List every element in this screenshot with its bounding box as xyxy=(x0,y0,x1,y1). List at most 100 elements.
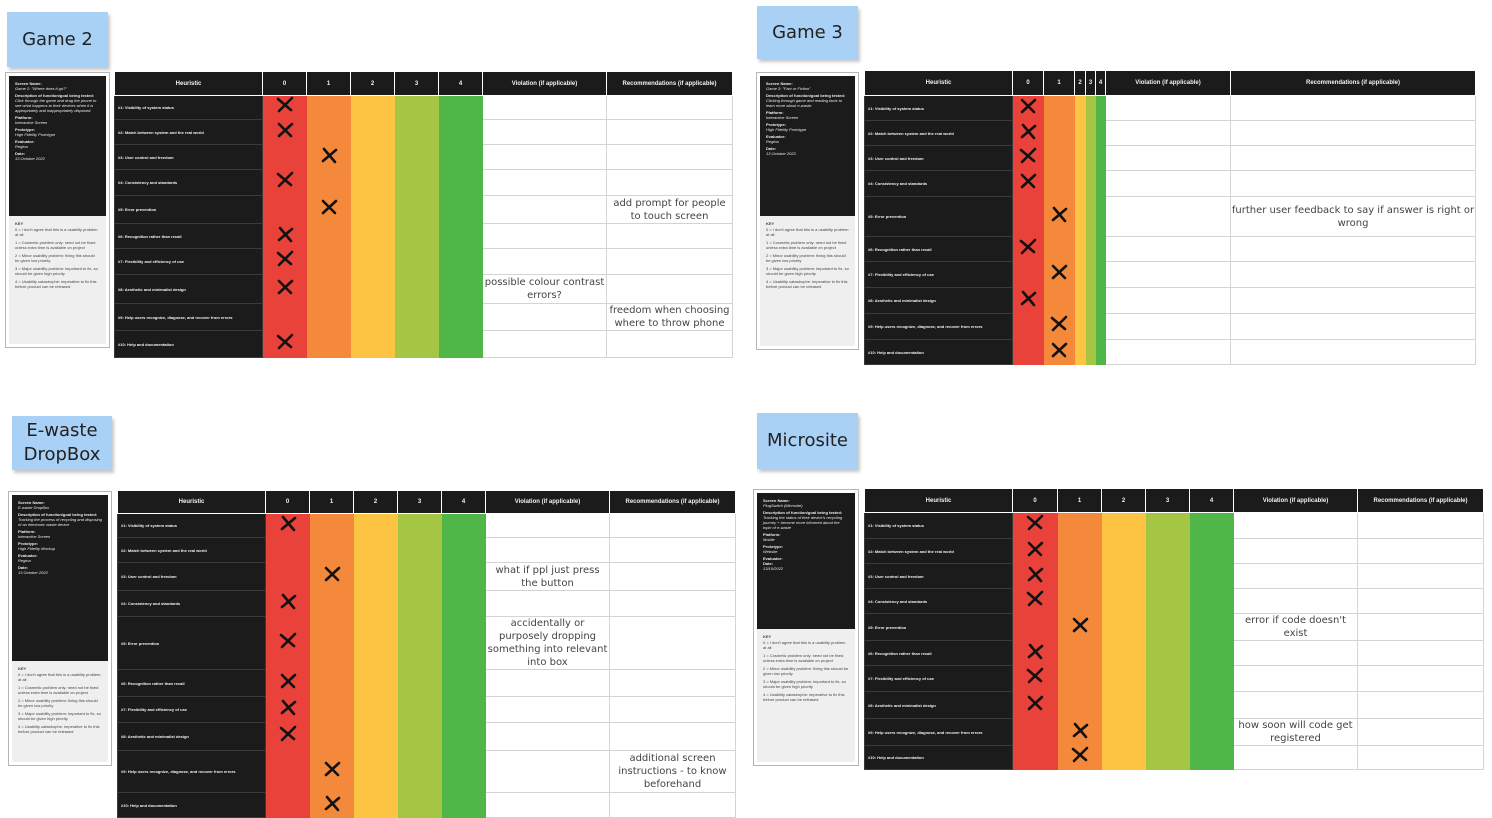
score-cell-4[interactable] xyxy=(1189,640,1234,666)
score-cell-3[interactable] xyxy=(1085,287,1096,314)
violation-cell[interactable] xyxy=(482,248,607,275)
score-cell-0[interactable] xyxy=(1012,640,1058,666)
board-title-microsite[interactable]: Microsite xyxy=(757,413,858,469)
violation-cell[interactable] xyxy=(485,669,610,697)
score-cell-3[interactable] xyxy=(1145,718,1190,746)
score-cell-0[interactable] xyxy=(262,95,307,120)
violation-cell[interactable]: error if code doesn't exist xyxy=(1233,613,1358,641)
violation-cell[interactable] xyxy=(485,590,610,617)
violation-cell[interactable] xyxy=(1105,313,1231,340)
violation-cell[interactable] xyxy=(482,144,607,170)
score-cell-2[interactable] xyxy=(1101,691,1146,719)
score-cell-3[interactable] xyxy=(1145,745,1190,770)
score-cell-3[interactable] xyxy=(1085,196,1096,237)
score-cell-2[interactable] xyxy=(350,330,395,358)
recommendation-cell[interactable] xyxy=(1230,313,1476,340)
violation-cell[interactable] xyxy=(1233,665,1358,692)
score-cell-4[interactable] xyxy=(438,144,483,170)
score-cell-3[interactable] xyxy=(394,274,439,304)
score-cell-2[interactable] xyxy=(1074,287,1086,314)
score-cell-1[interactable] xyxy=(306,248,351,275)
score-cell-0[interactable] xyxy=(1012,538,1058,564)
score-cell-1[interactable] xyxy=(1043,95,1075,121)
recommendation-cell[interactable] xyxy=(609,792,736,818)
score-cell-4[interactable] xyxy=(1095,287,1106,314)
score-cell-2[interactable] xyxy=(353,562,398,591)
score-cell-3[interactable] xyxy=(397,696,442,723)
score-cell-2[interactable] xyxy=(1074,95,1086,121)
score-cell-4[interactable] xyxy=(438,303,483,331)
recommendation-cell[interactable] xyxy=(1230,339,1476,365)
score-cell-3[interactable] xyxy=(394,144,439,170)
recommendation-cell[interactable] xyxy=(1357,563,1484,589)
score-cell-0[interactable] xyxy=(265,696,310,723)
recommendation-cell[interactable]: freedom when choosing where to throw pho… xyxy=(606,303,733,331)
score-cell-3[interactable] xyxy=(394,169,439,196)
score-cell-3[interactable] xyxy=(397,792,442,818)
score-cell-0[interactable] xyxy=(262,223,307,249)
score-cell-4[interactable] xyxy=(441,537,486,563)
score-cell-0[interactable] xyxy=(265,616,310,670)
score-cell-0[interactable] xyxy=(1012,665,1058,692)
board-title-e-waste-dropbox[interactable]: E-waste DropBox xyxy=(12,416,112,470)
score-cell-1[interactable] xyxy=(1057,613,1102,641)
score-cell-2[interactable] xyxy=(350,195,395,224)
score-cell-4[interactable] xyxy=(1189,512,1234,539)
score-cell-1[interactable] xyxy=(1043,339,1075,365)
recommendation-cell[interactable] xyxy=(1230,120,1476,146)
score-cell-4[interactable] xyxy=(438,95,483,120)
score-cell-3[interactable] xyxy=(1145,563,1190,589)
violation-cell[interactable] xyxy=(1105,196,1231,237)
score-cell-3[interactable] xyxy=(397,590,442,617)
score-cell-2[interactable] xyxy=(1074,236,1086,262)
score-cell-3[interactable] xyxy=(1085,95,1096,121)
violation-cell[interactable] xyxy=(1105,170,1231,197)
violation-cell[interactable]: accidentally or purposely dropping somet… xyxy=(485,616,610,670)
score-cell-2[interactable] xyxy=(353,590,398,617)
score-cell-0[interactable] xyxy=(262,119,307,145)
score-cell-3[interactable] xyxy=(394,95,439,120)
score-cell-1[interactable] xyxy=(309,513,354,538)
score-cell-1[interactable] xyxy=(1057,718,1102,746)
violation-cell[interactable] xyxy=(482,119,607,145)
recommendation-cell[interactable]: additional screen instructions - to know… xyxy=(609,750,736,793)
recommendation-cell[interactable] xyxy=(606,169,733,196)
score-cell-1[interactable] xyxy=(1043,261,1075,288)
score-cell-2[interactable] xyxy=(353,750,398,793)
score-cell-3[interactable] xyxy=(1085,313,1096,340)
score-cell-3[interactable] xyxy=(394,248,439,275)
score-cell-2[interactable] xyxy=(1074,170,1086,197)
score-cell-2[interactable] xyxy=(350,119,395,145)
score-cell-0[interactable] xyxy=(1012,236,1044,262)
score-cell-4[interactable] xyxy=(441,792,486,818)
recommendation-cell[interactable] xyxy=(609,669,736,697)
recommendation-cell[interactable] xyxy=(1230,261,1476,288)
violation-cell[interactable] xyxy=(1233,691,1358,719)
score-cell-3[interactable] xyxy=(397,669,442,697)
violation-cell[interactable] xyxy=(1233,588,1358,614)
recommendation-cell[interactable]: further user feedback to say if answer i… xyxy=(1230,196,1476,237)
score-cell-2[interactable] xyxy=(1074,339,1086,365)
score-cell-4[interactable] xyxy=(441,696,486,723)
violation-cell[interactable] xyxy=(485,696,610,723)
violation-cell[interactable] xyxy=(485,750,610,793)
score-cell-3[interactable] xyxy=(397,537,442,563)
score-cell-2[interactable] xyxy=(350,303,395,331)
score-cell-0[interactable] xyxy=(1012,512,1058,539)
score-cell-1[interactable] xyxy=(309,750,354,793)
score-cell-3[interactable] xyxy=(394,223,439,249)
score-cell-3[interactable] xyxy=(1085,236,1096,262)
score-cell-0[interactable] xyxy=(1012,287,1044,314)
score-cell-0[interactable] xyxy=(262,303,307,331)
score-cell-1[interactable] xyxy=(309,537,354,563)
recommendation-cell[interactable] xyxy=(1230,287,1476,314)
score-cell-1[interactable] xyxy=(1043,120,1075,146)
recommendation-cell[interactable] xyxy=(606,95,733,120)
score-cell-2[interactable] xyxy=(353,792,398,818)
score-cell-4[interactable] xyxy=(441,590,486,617)
score-cell-4[interactable] xyxy=(1095,236,1106,262)
board-title-game-3[interactable]: Game 3 xyxy=(757,6,858,59)
score-cell-1[interactable] xyxy=(1057,665,1102,692)
score-cell-4[interactable] xyxy=(438,195,483,224)
recommendation-cell[interactable] xyxy=(606,144,733,170)
